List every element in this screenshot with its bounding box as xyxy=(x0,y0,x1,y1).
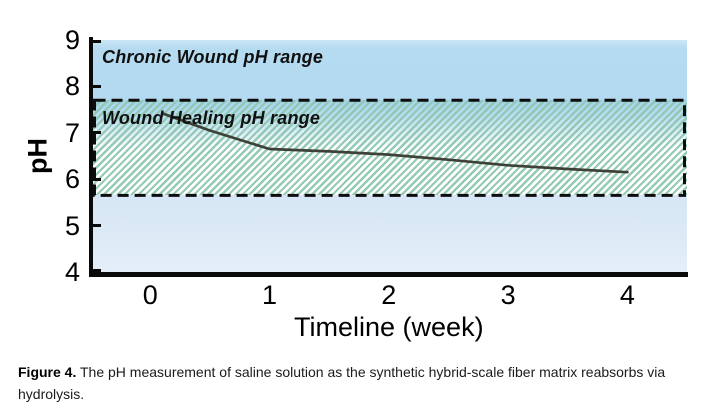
ph-line-chart: Chronic Wound pH range Wound Healing pH … xyxy=(22,25,688,342)
figure-caption: Figure 4. The pH measurement of saline s… xyxy=(18,361,692,405)
y-axis-title: pH xyxy=(22,138,53,174)
y-tick-label: 4 xyxy=(64,257,80,287)
y-tick-mark xyxy=(93,177,101,181)
y-tick-mark xyxy=(93,84,101,88)
wound-healing-band xyxy=(93,100,687,196)
chart-canvas xyxy=(93,98,686,197)
x-tick-label: 2 xyxy=(381,280,397,310)
healing-range-dashed-outline xyxy=(93,98,686,197)
x-tick-label: 1 xyxy=(262,280,278,310)
y-tick-label: 7 xyxy=(64,117,80,148)
figure-caption-label: Figure 4. xyxy=(18,364,77,380)
y-tick-mark xyxy=(93,269,101,272)
y-tick-mark xyxy=(93,224,101,228)
y-tick-mark xyxy=(93,131,101,135)
y-axis-line xyxy=(89,37,93,277)
ph-series-line xyxy=(160,111,629,174)
x-tick-label: 4 xyxy=(619,280,635,310)
y-tick-label: 9 xyxy=(64,25,80,55)
figure-caption-text: The pH measurement of saline solution as… xyxy=(18,364,666,402)
x-axis-title: Timeline (week) xyxy=(294,312,484,342)
chronic-band-label: Chronic Wound pH range xyxy=(102,47,324,67)
y-tick-mark xyxy=(93,40,101,43)
y-tick-label: 6 xyxy=(64,164,80,195)
x-tick-label: 0 xyxy=(142,280,158,310)
below-healing-band xyxy=(93,195,687,272)
chronic-wound-band xyxy=(93,40,687,101)
x-tick-label: 3 xyxy=(500,280,516,310)
x-axis-line xyxy=(89,272,688,277)
y-tick-label: 5 xyxy=(64,210,80,241)
plot-area: Chronic Wound pH range Wound Healing pH … xyxy=(89,37,688,277)
healing-band-label: Wound Healing pH range xyxy=(102,108,321,129)
y-tick-label: 8 xyxy=(64,71,80,102)
